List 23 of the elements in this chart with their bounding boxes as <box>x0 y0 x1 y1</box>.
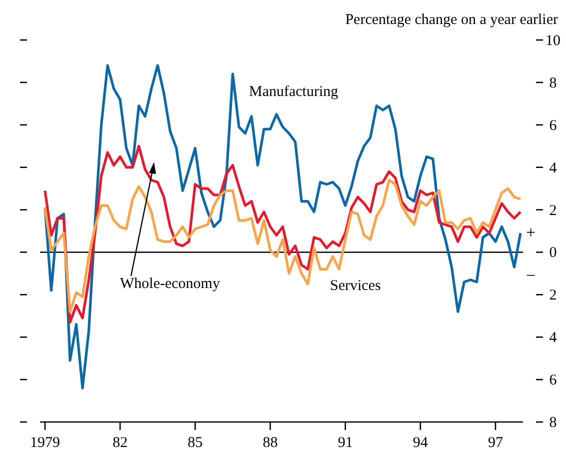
x-tick-label: 85 <box>188 435 203 451</box>
y-tick-label: 10 <box>546 33 560 49</box>
text: + <box>526 223 536 243</box>
x-tick-label: 91 <box>338 435 353 451</box>
x-tick-label: 94 <box>412 435 428 451</box>
y-axis-title: Percentage change on a year earlier <box>345 12 558 29</box>
x-tick-label: 97 <box>488 435 504 451</box>
y-tick-label: 4 <box>549 160 558 176</box>
y-tick-label: 4 <box>549 330 558 346</box>
text: Whole-economy <box>120 276 220 293</box>
y-tick-label: 0 <box>549 245 557 262</box>
series-label: Manufacturing <box>249 84 338 101</box>
y-tick-label: 6 <box>549 118 558 134</box>
x-tick-label: 82 <box>112 435 128 451</box>
text: − <box>526 266 536 286</box>
y-tick-label: 8 <box>549 415 557 431</box>
y-tick-label: 8 <box>549 75 557 92</box>
x-tick-label: 88 <box>262 435 278 451</box>
series-label: Services <box>330 278 381 295</box>
y-tick-label: 6 <box>549 372 558 389</box>
x-tick-label: 1979 <box>30 435 60 451</box>
y-tick-label: 2 <box>549 288 557 304</box>
y-tick-label: 2 <box>549 202 557 219</box>
